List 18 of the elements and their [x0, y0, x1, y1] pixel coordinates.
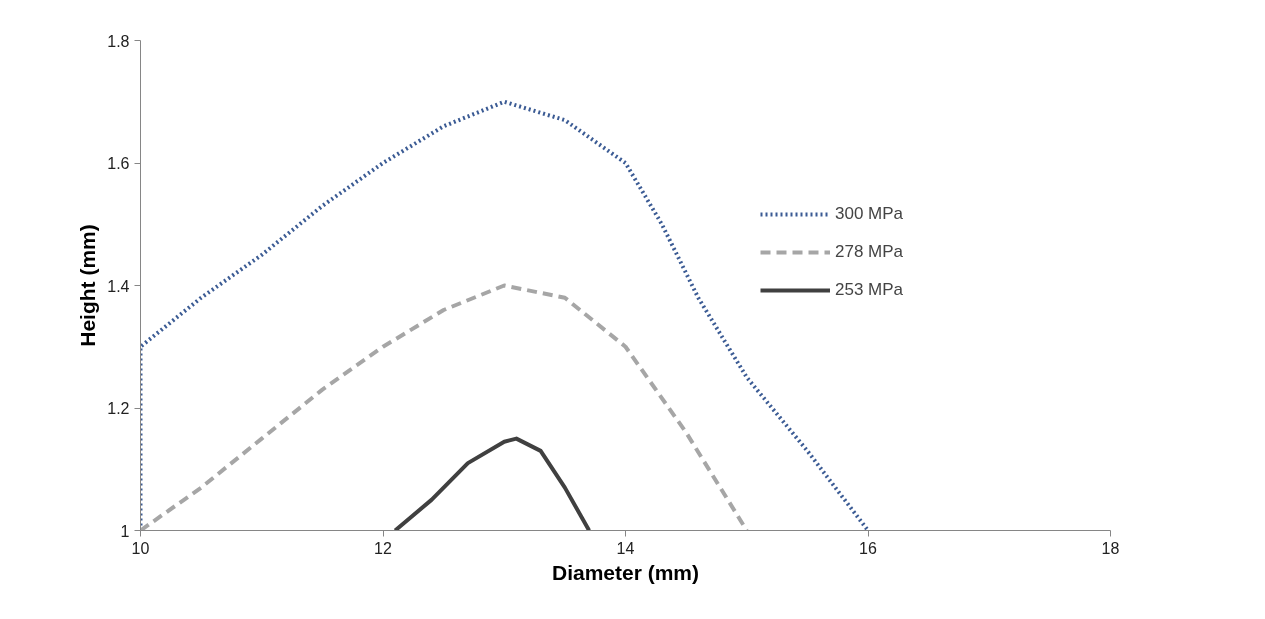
y-axis-title: Height (mm) [76, 224, 100, 347]
line-series [393, 436, 592, 531]
legend-label: 300 MPa [835, 204, 904, 224]
y-tick-label: 1.6 [107, 155, 130, 172]
y-tick-label: 1.2 [107, 400, 130, 417]
x-tick-label: 18 [1101, 539, 1120, 557]
x-tick-label: 16 [859, 539, 877, 557]
x-tick-label: 14 [616, 539, 635, 557]
line-series [140, 283, 749, 531]
x-tick-label: 12 [374, 539, 392, 557]
y-tick-label: 1 [120, 522, 130, 540]
x-axis-title: Diameter (mm) [551, 560, 700, 584]
y-tick-label: 1.4 [107, 277, 130, 295]
x-tick-label: 10 [131, 539, 150, 557]
line-series [140, 99, 870, 531]
legend-label: 278 MPa [835, 242, 904, 262]
legend-label: 253 MPa [835, 280, 904, 300]
y-tick-label: 1.8 [107, 32, 130, 50]
